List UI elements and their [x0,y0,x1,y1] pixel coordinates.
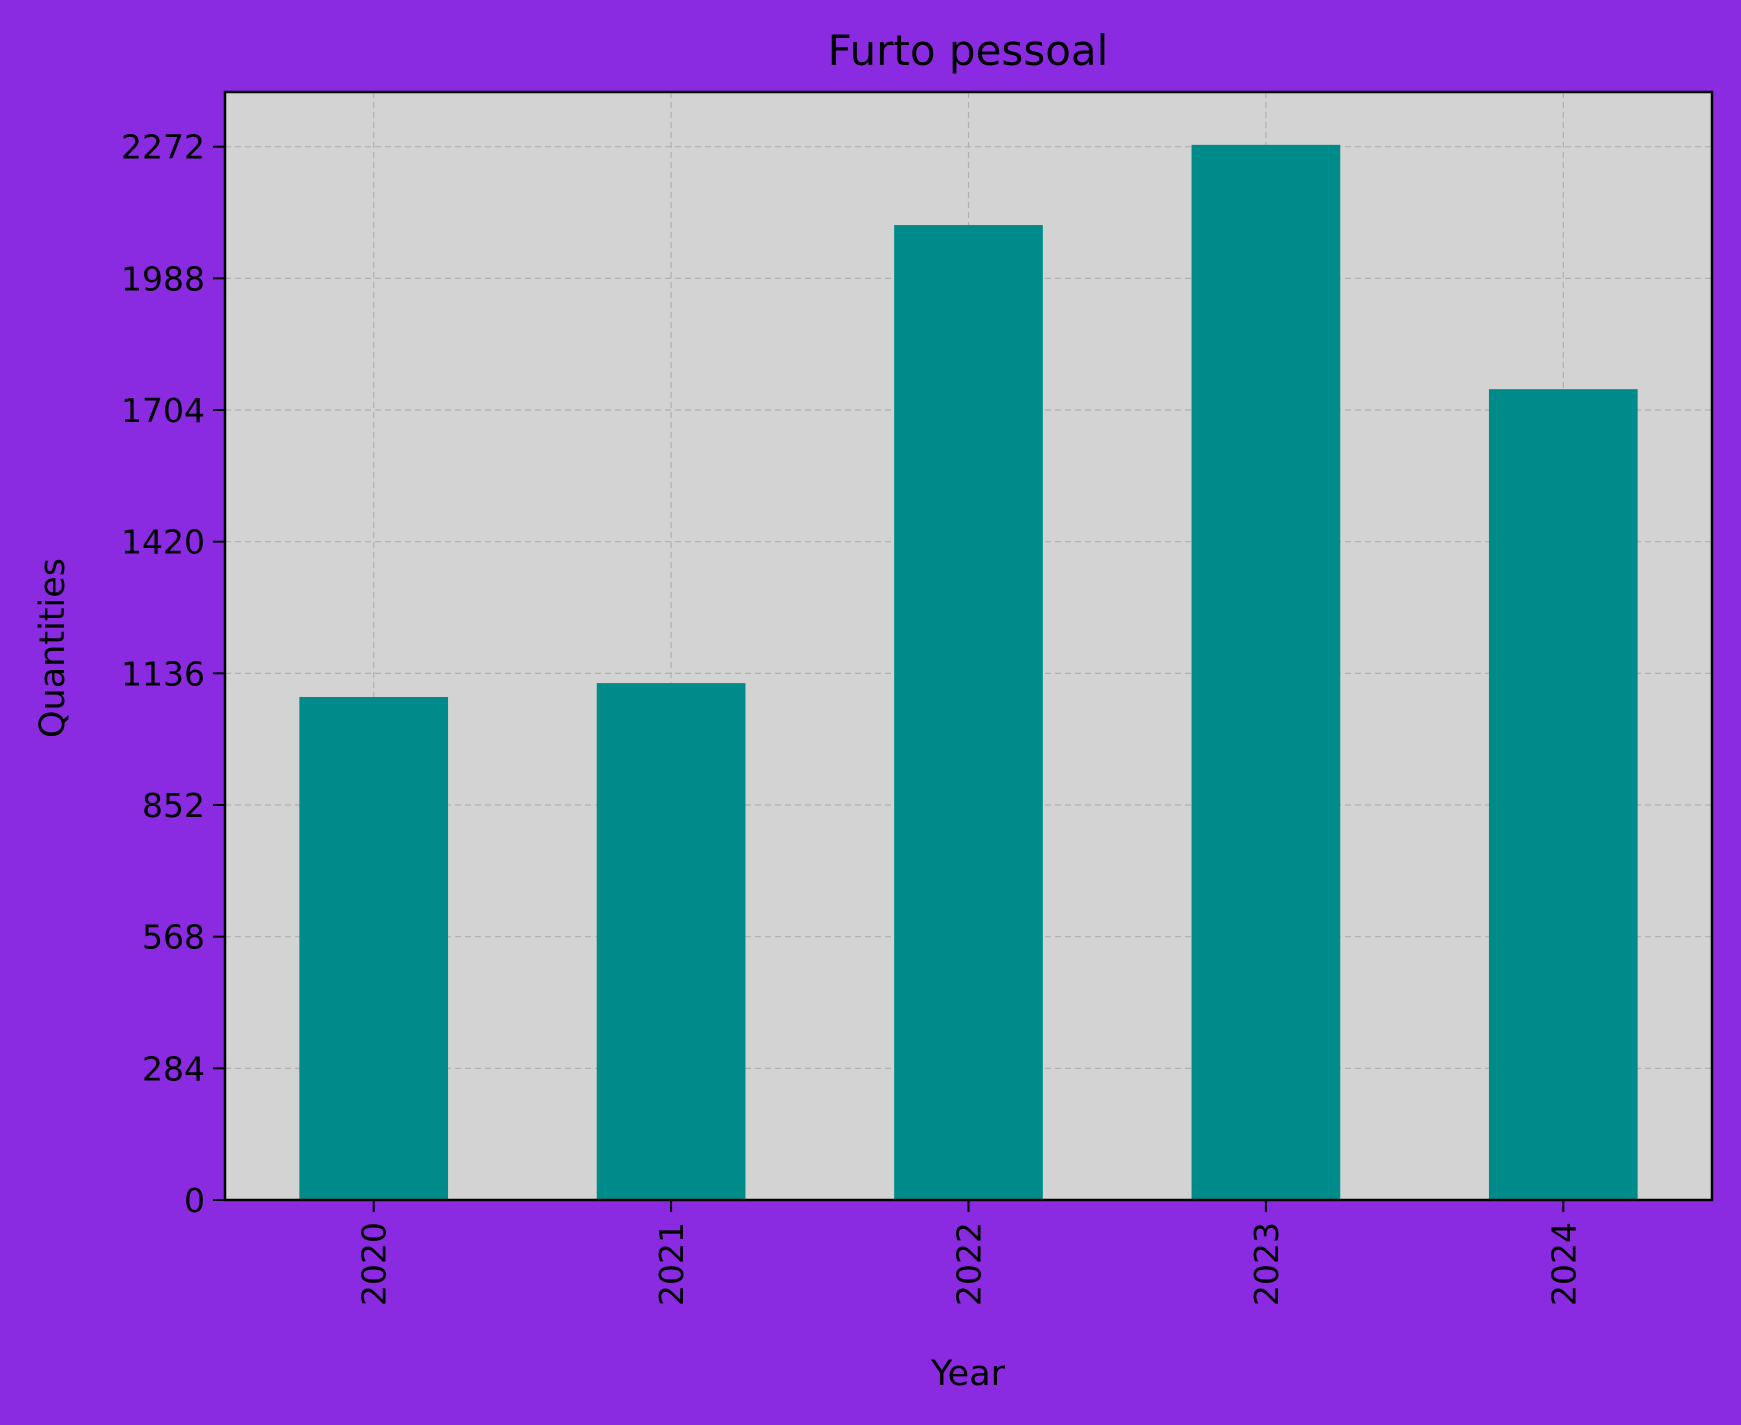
y-tick-label: 1136 [121,654,205,693]
y-axis-title: Quantities [33,558,73,738]
bars [299,144,1638,1201]
x-tick-label: 2020 [355,1222,394,1306]
y-tick-label: 1704 [121,391,205,430]
y-axis: 0 284 568 852 1136 1420 1704 1988 2272 [121,128,225,1220]
x-axis-title: Year [930,1354,1006,1394]
y-tick-label: 1420 [121,523,205,562]
y-tick-label: 2272 [121,128,205,167]
bar-2022 [894,225,1043,1200]
x-tick-label: 2021 [652,1222,691,1306]
bar-2024 [1488,389,1638,1201]
y-tick-label: 852 [142,786,205,825]
bar-2023 [1191,144,1341,1200]
x-tick-label: 2024 [1544,1222,1583,1306]
x-tick-label: 2023 [1247,1222,1286,1306]
x-axis: 2020 2021 2022 2023 2024 [355,1200,1583,1306]
y-tick-label: 284 [142,1049,205,1088]
x-tick-label: 2022 [950,1222,989,1306]
y-tick-label: 1988 [121,259,205,298]
bar-2021 [596,683,746,1200]
y-tick-label: 0 [184,1181,205,1220]
chart-title: Furto pessoal [828,26,1109,75]
bar-2020 [299,696,449,1200]
y-tick-label: 568 [142,918,205,957]
